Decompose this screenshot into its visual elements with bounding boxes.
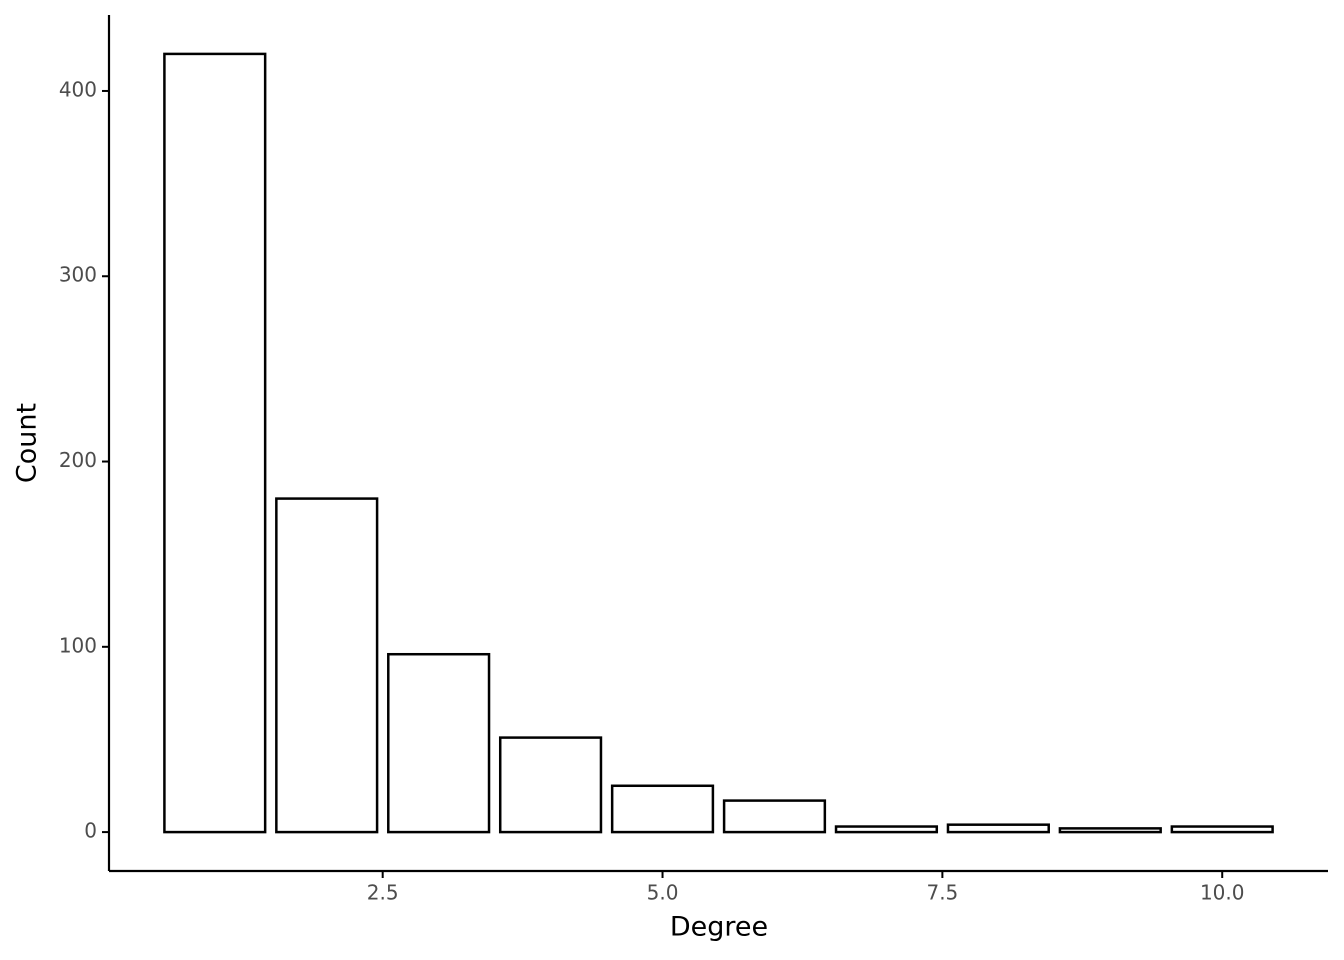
bar xyxy=(387,652,491,834)
x-tick-label: 5.0 xyxy=(647,881,679,905)
y-tick-label: 400 xyxy=(59,77,97,101)
x-tick-label: 7.5 xyxy=(926,881,958,905)
x-axis-title: Degree xyxy=(670,912,768,943)
bar xyxy=(1058,827,1162,834)
y-tick-label: 100 xyxy=(59,633,97,657)
bar xyxy=(834,825,939,834)
bar xyxy=(163,52,267,834)
bar xyxy=(610,784,715,834)
y-tick-label: 200 xyxy=(59,448,97,472)
x-tick-label: 2.5 xyxy=(367,881,399,905)
bar xyxy=(722,799,827,834)
y-tick-label: 0 xyxy=(84,819,97,843)
bar xyxy=(946,823,1050,834)
y-axis-title: Count xyxy=(12,403,43,483)
bar xyxy=(498,736,603,834)
bar xyxy=(1170,825,1274,834)
bar xyxy=(275,497,379,834)
x-tick-label: 10.0 xyxy=(1200,881,1245,905)
y-tick-label: 300 xyxy=(59,263,97,287)
